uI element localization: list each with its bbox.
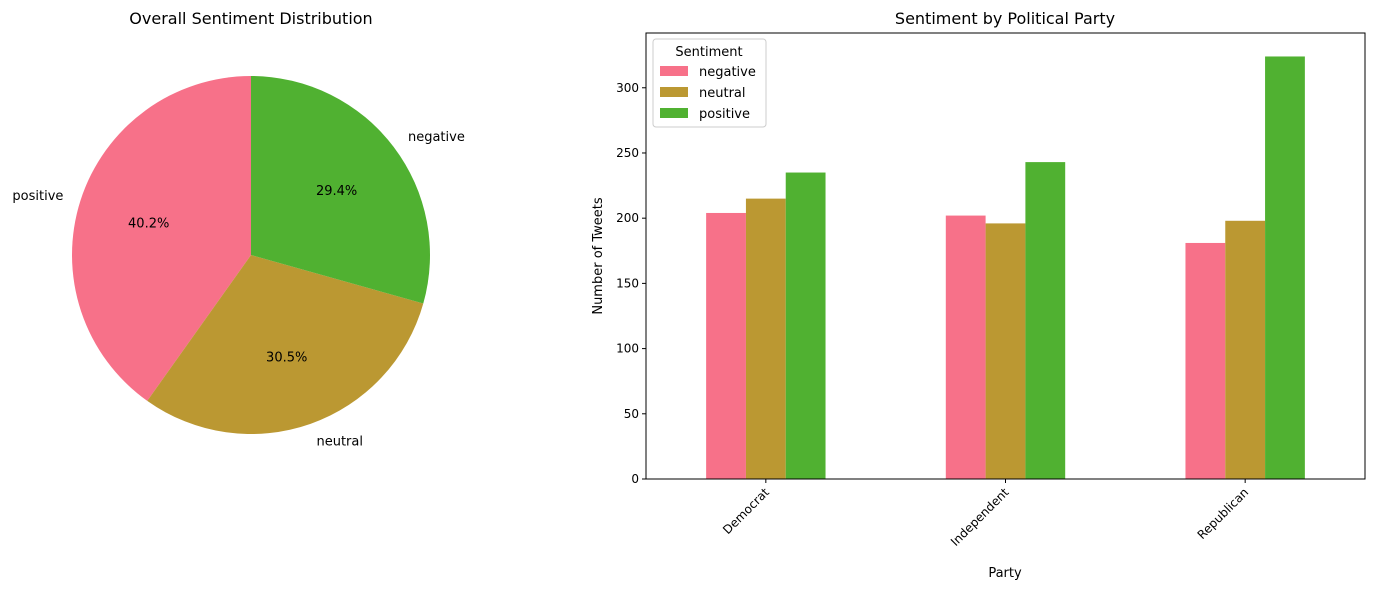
pie-labels: positive 40.2% neutral 30.5% negative 29.4% [12, 130, 464, 450]
y-tick-label: 150 [616, 276, 639, 290]
bar-positive-Republican [1265, 56, 1305, 479]
bars [706, 56, 1305, 480]
bar-positive-Independent [1025, 162, 1066, 479]
y-tick-label: 300 [616, 81, 639, 95]
x-axis-label: Party [988, 566, 1022, 581]
bar-neutral-Independent [985, 223, 1026, 479]
bar-positive-Democrat [785, 172, 826, 479]
legend-label: positive [699, 107, 750, 122]
x-axis-ticks: Democrat Independent Republican [720, 479, 1251, 549]
pie-chart: Overall Sentiment Distribution positive 4… [12, 9, 464, 450]
legend-swatch-negative [660, 66, 688, 76]
y-axis-ticks: 0 50 100 150 200 250 300 [616, 81, 646, 486]
bar-negative-Independent [945, 215, 986, 479]
legend-items: negative neutral positive [660, 65, 756, 122]
legend: Sentiment negative neutral positive [652, 38, 767, 128]
pie-slice-neutral [147, 255, 424, 434]
pie-label: neutral [316, 435, 363, 450]
bar-negative-Republican [1185, 242, 1226, 479]
pie-slices [72, 76, 430, 434]
legend-label: neutral [699, 86, 746, 101]
y-tick-label: 200 [616, 211, 639, 225]
bar-chart: Sentiment by Political Party 0 50 100 150 20… [591, 9, 1366, 581]
pie-label: negative [408, 130, 465, 145]
legend-box [652, 38, 767, 128]
legend-title: Sentiment [675, 45, 742, 60]
legend-label: negative [699, 65, 756, 80]
y-tick-label: 250 [616, 146, 639, 160]
pie-slice-positive [72, 76, 251, 401]
y-tick-label: 100 [616, 342, 639, 356]
bar-negative-Democrat [706, 212, 746, 479]
x-tick-label: Democrat [720, 485, 772, 537]
y-tick-label: 0 [631, 472, 639, 486]
bar-neutral-Republican [1225, 220, 1266, 479]
y-tick-label: 50 [624, 407, 639, 421]
bar-title: Sentiment by Political Party [895, 9, 1115, 28]
y-axis-label: Number of Tweets [591, 197, 606, 315]
x-tick-label: Republican [1195, 485, 1252, 542]
pie-label: positive [12, 189, 63, 204]
pie-percent-label: 30.5% [266, 350, 307, 365]
bar-neutral-Democrat [745, 198, 786, 480]
pie-percent-label: 40.2% [128, 216, 169, 231]
pie-percent-label: 29.4% [316, 184, 357, 199]
pie-title: Overall Sentiment Distribution [129, 9, 372, 28]
pie-slice-negative [251, 76, 430, 304]
x-tick-label: Independent [948, 485, 1012, 549]
legend-swatch-neutral [660, 87, 688, 97]
legend-swatch-positive [660, 108, 688, 118]
